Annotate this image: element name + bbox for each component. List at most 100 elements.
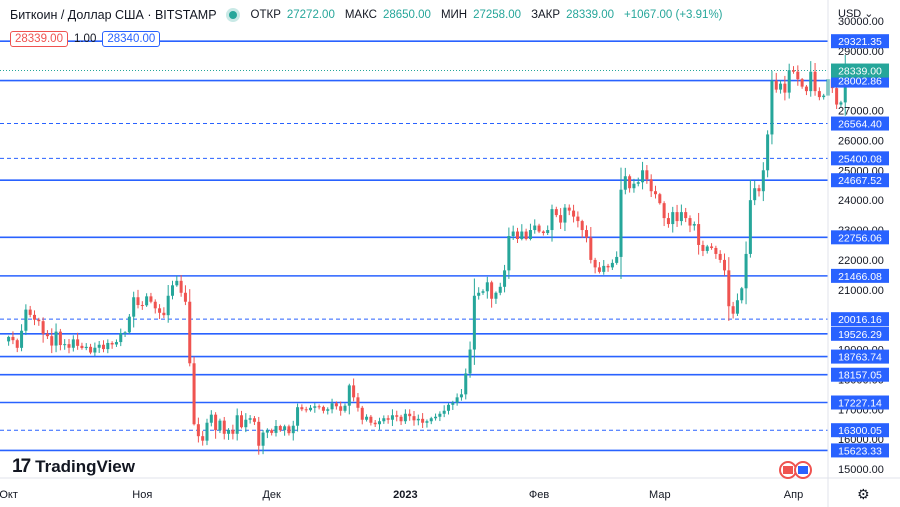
candle-body: [114, 342, 118, 345]
symbol-legend: Биткоин / Доллар США · BITSTAMP ОТКР 2727…: [10, 8, 727, 22]
dashed-level-label-box: [831, 151, 889, 166]
candle-body: [32, 314, 37, 320]
candle-body: [459, 394, 463, 398]
candles: [7, 54, 847, 455]
candle-body: [645, 170, 649, 180]
last-price-label-box: [831, 63, 889, 78]
solid-level-label: 24667.52: [838, 175, 882, 187]
high-label: МАКС: [344, 9, 377, 21]
solid-level-label: 17227.14: [838, 398, 882, 410]
candle-body: [632, 183, 636, 189]
candle-body: [20, 330, 24, 348]
candle-body: [809, 71, 813, 92]
candle-body: [774, 80, 778, 90]
solid-level-label: 18157.05: [838, 370, 882, 382]
candle-body: [757, 188, 761, 192]
candle-body: [386, 418, 390, 420]
candle-body: [37, 319, 41, 322]
solid-level-label: 28002.86: [838, 76, 882, 88]
candle-body: [679, 212, 683, 222]
candle-body: [15, 340, 19, 348]
candle-body: [697, 224, 701, 245]
candle-body: [550, 209, 554, 231]
tradingview-logo-text: TradingView: [35, 457, 135, 476]
candle-body: [244, 419, 248, 428]
time-tick-label: Апр: [784, 489, 803, 501]
candle-body: [149, 296, 153, 302]
price-tick-label: 29000.00: [838, 46, 884, 58]
solid-level-label: 29321.35: [838, 36, 882, 48]
dashed-level-label: 25400.08: [838, 153, 882, 165]
price-tick-label: 15000.00: [838, 464, 884, 476]
dashed-level-label-box: [831, 312, 889, 327]
candle-body: [434, 416, 438, 419]
candle-body: [166, 295, 170, 316]
candle-body: [628, 176, 632, 189]
candle-body: [584, 230, 589, 238]
candle-body: [274, 426, 278, 433]
candle-body: [304, 409, 308, 411]
candle-body: [313, 406, 317, 408]
last-price-label: 28339.00: [838, 66, 882, 78]
candle-body: [653, 191, 658, 195]
time-tick-label: Ноя: [132, 489, 152, 501]
buy-button[interactable]: 28340.00: [102, 31, 161, 47]
currency-selector[interactable]: USD ⌄: [838, 7, 874, 20]
candle-body: [494, 292, 498, 299]
candle-body: [93, 347, 97, 353]
candle-body: [97, 344, 101, 348]
candle-body: [231, 429, 235, 434]
candle-body: [714, 247, 718, 254]
candle-body: [731, 306, 735, 314]
open-label: ОТКР: [250, 9, 281, 21]
candle-body: [101, 344, 106, 350]
candle-body: [265, 430, 269, 433]
candle-body: [334, 403, 338, 407]
candle-body: [412, 416, 416, 421]
symbol-title[interactable]: Биткоин / Доллар США · BITSTAMP: [10, 8, 217, 22]
candle-body: [41, 321, 45, 334]
candle-body: [710, 246, 714, 248]
solid-level-label-box: [831, 173, 889, 188]
solid-level-label-box: [831, 268, 889, 283]
price-tick-label: 22000.00: [838, 255, 884, 267]
gear-icon[interactable]: ⚙: [857, 486, 870, 502]
candle-body: [528, 230, 532, 239]
candle-body: [45, 333, 49, 337]
tradingview-logo[interactable]: 17 TradingView: [12, 456, 135, 478]
solid-level-label-box: [831, 34, 889, 49]
candle-body: [196, 424, 200, 437]
price-tick-label: 26000.00: [838, 135, 884, 147]
candle-body: [835, 88, 839, 105]
candle-body: [455, 397, 459, 403]
price-tick-label: 24000.00: [838, 195, 884, 207]
candle-body: [580, 221, 584, 231]
candle-body: [446, 404, 451, 411]
market-status-dot: [228, 11, 237, 19]
dashed-level-label-box: [831, 116, 889, 131]
dashed-level-label: 16300.05: [838, 425, 882, 437]
candle-body: [671, 212, 675, 225]
candle-body: [257, 421, 261, 446]
candle-body: [839, 102, 843, 105]
currency-label: USD: [838, 8, 862, 20]
candle-body: [403, 413, 407, 422]
low-value: 27258.00: [473, 9, 522, 21]
sell-button[interactable]: 28339.00: [10, 31, 68, 47]
candle-body: [425, 421, 429, 423]
candle-body: [511, 231, 515, 237]
price-tick-label: 27000.00: [838, 106, 884, 118]
candle-body: [770, 80, 774, 135]
candle-body: [520, 231, 524, 239]
candle-body: [110, 342, 114, 345]
price-tick-label: 21000.00: [838, 285, 884, 297]
candle-body: [559, 215, 563, 223]
candle-body: [472, 295, 476, 350]
candle-body: [649, 179, 653, 192]
candle-body: [675, 212, 679, 222]
events-flags-icon[interactable]: [778, 460, 814, 480]
level-labels: 29321.35 28002.86 24667.52 22756.06 21466.08…: [831, 34, 889, 458]
solid-level-label: 22756.06: [838, 232, 882, 244]
candle-body: [308, 407, 313, 411]
